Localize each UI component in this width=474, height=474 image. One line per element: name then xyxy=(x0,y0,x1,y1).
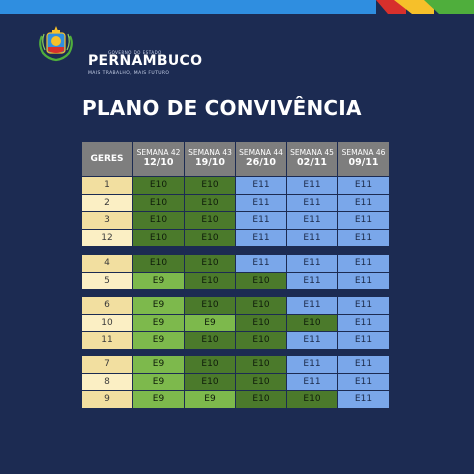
stage-cell: E9 xyxy=(185,314,235,331)
stage-cell: E11 xyxy=(338,194,389,211)
stage-cell: E11 xyxy=(287,177,337,194)
stage-cell: E9 xyxy=(133,297,184,314)
stage-cell: E10 xyxy=(133,255,184,272)
header-geres: GERES xyxy=(82,142,132,176)
stage-cell: E10 xyxy=(236,314,286,331)
brand-slogan: MAIS TRABALHO, MAIS FUTURO xyxy=(88,71,170,76)
stage-cell: E10 xyxy=(185,332,235,349)
stage-cell: E10 xyxy=(133,229,184,246)
stage-cell: E9 xyxy=(133,391,184,408)
stage-cell: E10 xyxy=(185,212,235,229)
stage-cell: E11 xyxy=(338,272,389,289)
gov-line: GOVERNO DO ESTADO xyxy=(108,50,162,55)
stage-cell: E10 xyxy=(185,194,235,211)
geres-number: 6 xyxy=(82,297,132,314)
stage-cell: E11 xyxy=(287,194,337,211)
week-label: SEMANA 42 xyxy=(136,148,181,158)
week-label: SEMANA 46 xyxy=(341,148,386,158)
stage-cell: E11 xyxy=(338,332,389,349)
stage-cell: E11 xyxy=(287,212,337,229)
geres-number: 10 xyxy=(82,314,132,331)
stage-cell: E9 xyxy=(133,332,184,349)
week-label: SEMANA 43 xyxy=(188,148,232,158)
stage-cell: E11 xyxy=(287,332,337,349)
stage-cell: E11 xyxy=(287,373,337,390)
stage-cell: E9 xyxy=(133,373,184,390)
geres-number: 1 xyxy=(82,177,132,194)
stage-cell: E10 xyxy=(236,356,286,373)
stage-cell: E10 xyxy=(185,272,235,289)
stage-cell: E11 xyxy=(338,391,389,408)
stage-cell: E11 xyxy=(338,356,389,373)
stage-cell: E10 xyxy=(236,332,286,349)
week-date: 12/10 xyxy=(143,156,174,168)
stage-cell: E10 xyxy=(185,297,235,314)
stage-cell: E9 xyxy=(133,272,184,289)
stage-cell: E10 xyxy=(133,212,184,229)
brand-name: PERNAMBUCO xyxy=(88,53,203,69)
stage-cell: E10 xyxy=(185,373,235,390)
week-date: 19/10 xyxy=(195,156,225,168)
geres-number: 8 xyxy=(82,373,132,390)
week-label: SEMANA 44 xyxy=(239,148,283,158)
top-color-bar xyxy=(0,0,474,14)
stage-cell: E10 xyxy=(287,391,337,408)
stage-cell: E10 xyxy=(185,356,235,373)
stage-cell: E10 xyxy=(185,255,235,272)
header-week: SEMANA 46 09/11 xyxy=(338,142,389,176)
top-bar-green xyxy=(424,0,474,14)
week-date: 09/11 xyxy=(348,156,379,168)
geres-number: 2 xyxy=(82,194,132,211)
stage-cell: E11 xyxy=(338,255,389,272)
stage-cell: E10 xyxy=(133,177,184,194)
header-week: SEMANA 42 12/10 xyxy=(133,142,184,176)
stage-cell: E11 xyxy=(287,272,337,289)
stage-cell: E11 xyxy=(287,229,337,246)
stage-cell: E11 xyxy=(287,297,337,314)
stage-cell: E9 xyxy=(185,391,235,408)
stage-cell: E10 xyxy=(236,373,286,390)
page-title: PLANO DE CONVIVÊNCIA xyxy=(82,96,362,120)
top-bar-blue xyxy=(0,0,376,14)
stage-cell: E11 xyxy=(287,255,337,272)
stage-cell: E9 xyxy=(133,356,184,373)
stage-cell: E11 xyxy=(338,297,389,314)
header-week: SEMANA 44 26/10 xyxy=(236,142,286,176)
stage-cell: E11 xyxy=(338,314,389,331)
geres-number: 11 xyxy=(82,332,132,349)
stage-cell: E10 xyxy=(236,297,286,314)
week-date: 02/11 xyxy=(297,156,327,168)
stage-cell: E10 xyxy=(287,314,337,331)
header-week: SEMANA 43 19/10 xyxy=(185,142,235,176)
stage-cell: E11 xyxy=(338,177,389,194)
state-crest-icon xyxy=(39,26,73,62)
stage-cell: E10 xyxy=(236,272,286,289)
geres-number: 4 xyxy=(82,255,132,272)
geres-number: 9 xyxy=(82,391,132,408)
stage-cell: E10 xyxy=(185,177,235,194)
geres-number: 5 xyxy=(82,272,132,289)
stage-cell: E11 xyxy=(236,194,286,211)
week-date: 26/10 xyxy=(246,156,276,168)
stage-cell: E11 xyxy=(236,212,286,229)
stage-cell: E11 xyxy=(236,255,286,272)
stage-cell: E10 xyxy=(133,194,184,211)
stage-cell: E10 xyxy=(236,391,286,408)
stage-cell: E11 xyxy=(338,373,389,390)
geres-number: 7 xyxy=(82,356,132,373)
header-week: SEMANA 45 02/11 xyxy=(287,142,337,176)
stage-cell: E11 xyxy=(287,356,337,373)
stage-cell: E11 xyxy=(236,229,286,246)
stage-cell: E11 xyxy=(338,229,389,246)
geres-number: 12 xyxy=(82,229,132,246)
week-label: SEMANA 45 xyxy=(290,148,334,158)
pernambuco-logo: GOVERNO DO ESTADO PERNAMBUCO MAIS TRABAL… xyxy=(36,22,206,76)
geres-number: 3 xyxy=(82,212,132,229)
stage-cell: E10 xyxy=(185,229,235,246)
stage-cell: E11 xyxy=(236,177,286,194)
stage-cell: E11 xyxy=(338,212,389,229)
stage-cell: E9 xyxy=(133,314,184,331)
